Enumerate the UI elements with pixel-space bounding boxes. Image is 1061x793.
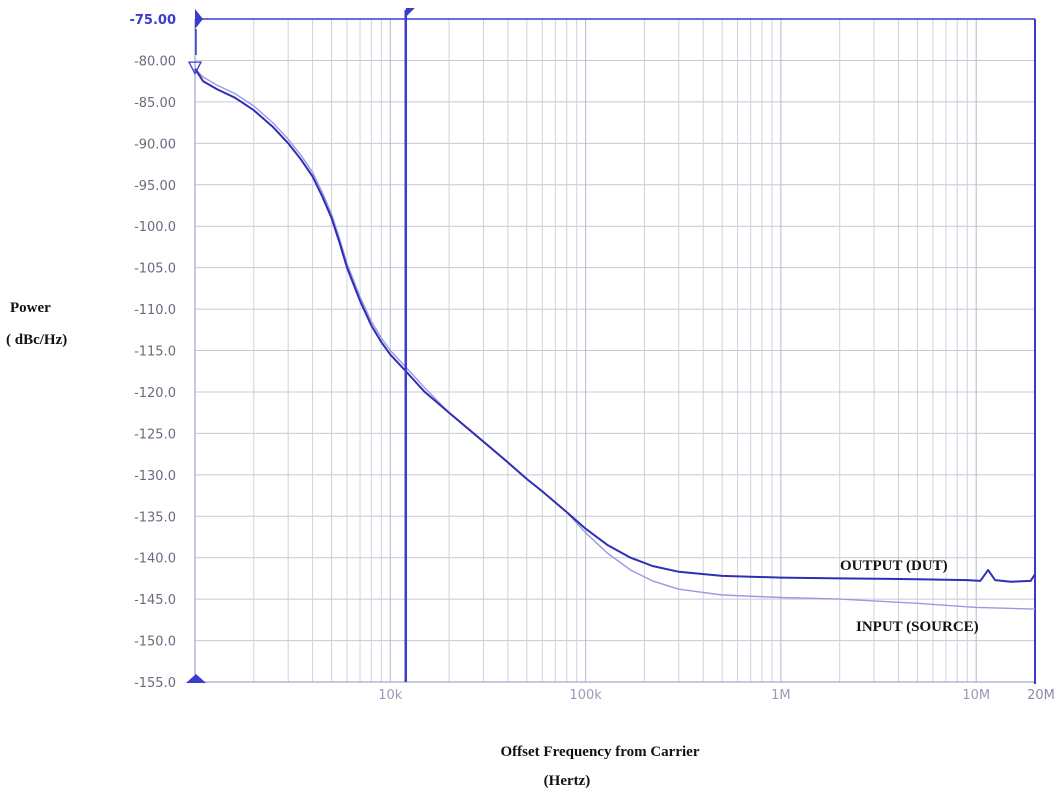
y-axis-title: Power [10,300,51,316]
y-tick-label: -80.00 [134,54,176,69]
y-tick-label: -120.0 [134,386,176,401]
y-tick-label: -75.00 [129,13,176,28]
markers[interactable] [186,8,1036,684]
y-tick-label: -110.0 [134,303,176,318]
y-axis-ticks: -75.00 -80.00 -85.00 -90.00 -95.00 -100.0 -105… [129,13,176,691]
series-line [194,68,1036,583]
y-tick-label: -155.0 [134,676,176,691]
x-tick-label: 20M [1027,688,1055,703]
y-tick-label: -90.00 [134,137,176,152]
x-tick-label: 10M [962,688,990,703]
y-tick-label: -95.00 [134,179,176,194]
start-freq-marker [186,674,206,683]
x-tick-label: 1M [771,688,791,703]
y-tick-label: -145.0 [134,593,176,608]
x-tick-label: 10k [378,688,403,703]
series-lines [194,68,1036,610]
y-tick-label: -100.0 [134,220,176,235]
y-tick-label: -150.0 [134,635,176,650]
marker-top-flag [405,8,415,17]
start-marker [187,61,203,76]
y-tick-label: -130.0 [134,469,176,484]
series-label-input: INPUT (SOURCE) [856,619,979,635]
y-tick-label: -115.0 [134,345,176,360]
x-tick-label: 100k [569,688,602,703]
series-label-output: OUTPUT (DUT) [840,558,948,574]
y-axis-unit: ( dBc/Hz) [6,332,67,348]
y-tick-label: -85.00 [134,96,176,111]
y-tick-label: -105.0 [134,262,176,277]
x-axis-unit: (Hertz) [544,773,591,789]
y-tick-label: -125.0 [134,427,176,442]
grid [194,18,1036,683]
series-line [194,68,1036,610]
y-tick-label: -140.0 [134,552,176,567]
x-axis-ticks: 10k 100k 1M 10M 20M [378,688,1055,703]
x-axis-title: Offset Frequency from Carrier [501,744,700,760]
y-tick-label: -135.0 [134,510,176,525]
ref-level-marker [195,9,203,29]
